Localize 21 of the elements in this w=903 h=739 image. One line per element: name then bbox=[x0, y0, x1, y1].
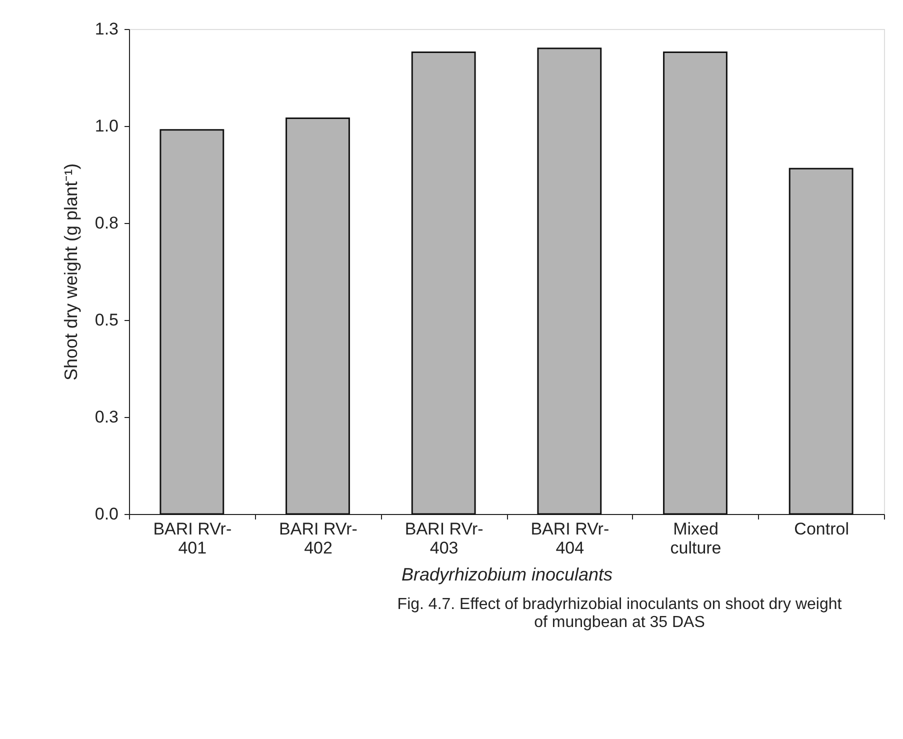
bar bbox=[537, 48, 602, 515]
x-tick-label: Control bbox=[794, 520, 849, 538]
x-tick-label: BARI RVr- 403 bbox=[404, 520, 484, 558]
x-axis-title: Bradyrhizobium inoculants bbox=[401, 564, 613, 584]
y-tick-label: 0.5 bbox=[94, 310, 118, 330]
y-tick-label: 0.3 bbox=[94, 408, 118, 426]
x-tick-label: Mixed culture bbox=[670, 520, 722, 558]
x-tick-label: BARI RVr- 401 bbox=[153, 520, 232, 558]
y-tick-label: 1.3 bbox=[94, 20, 118, 38]
bar bbox=[286, 117, 350, 515]
bar bbox=[788, 168, 854, 515]
y-axis-title: Shoot dry weight (g plant⁻¹) bbox=[60, 163, 81, 381]
bar bbox=[663, 52, 728, 515]
bar bbox=[411, 52, 476, 515]
y-tick-label: 1.0 bbox=[94, 116, 118, 136]
y-tick-label: 0.0 bbox=[94, 504, 118, 524]
y-tick-label: 0.8 bbox=[94, 214, 118, 232]
bar bbox=[160, 129, 224, 515]
x-tick-label: BARI RVr- 402 bbox=[279, 520, 358, 558]
x-tick-label: BARI RVr- 404 bbox=[530, 520, 610, 558]
caption: Fig. 4.7. Effect of bradyrhizobial inoculants on shoot dry weight of mungbean at 35 DAS bbox=[397, 596, 842, 631]
